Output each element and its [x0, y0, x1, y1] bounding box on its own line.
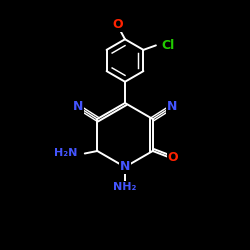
Text: N: N [167, 100, 177, 113]
Text: O: O [112, 18, 123, 31]
Text: H₂N: H₂N [54, 148, 77, 158]
Text: N: N [120, 160, 130, 173]
Text: O: O [168, 151, 178, 164]
Text: NH₂: NH₂ [113, 182, 137, 192]
Text: Cl: Cl [161, 39, 174, 52]
Text: N: N [72, 100, 83, 113]
